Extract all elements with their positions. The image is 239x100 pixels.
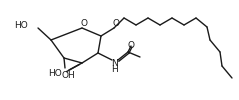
Text: HO: HO — [48, 68, 62, 78]
Text: H: H — [112, 64, 118, 74]
Text: O: O — [81, 18, 87, 28]
Text: HO: HO — [14, 22, 28, 30]
Text: O: O — [113, 18, 120, 28]
Text: O: O — [127, 40, 135, 50]
Text: N: N — [112, 60, 118, 68]
Text: OH: OH — [61, 70, 75, 80]
